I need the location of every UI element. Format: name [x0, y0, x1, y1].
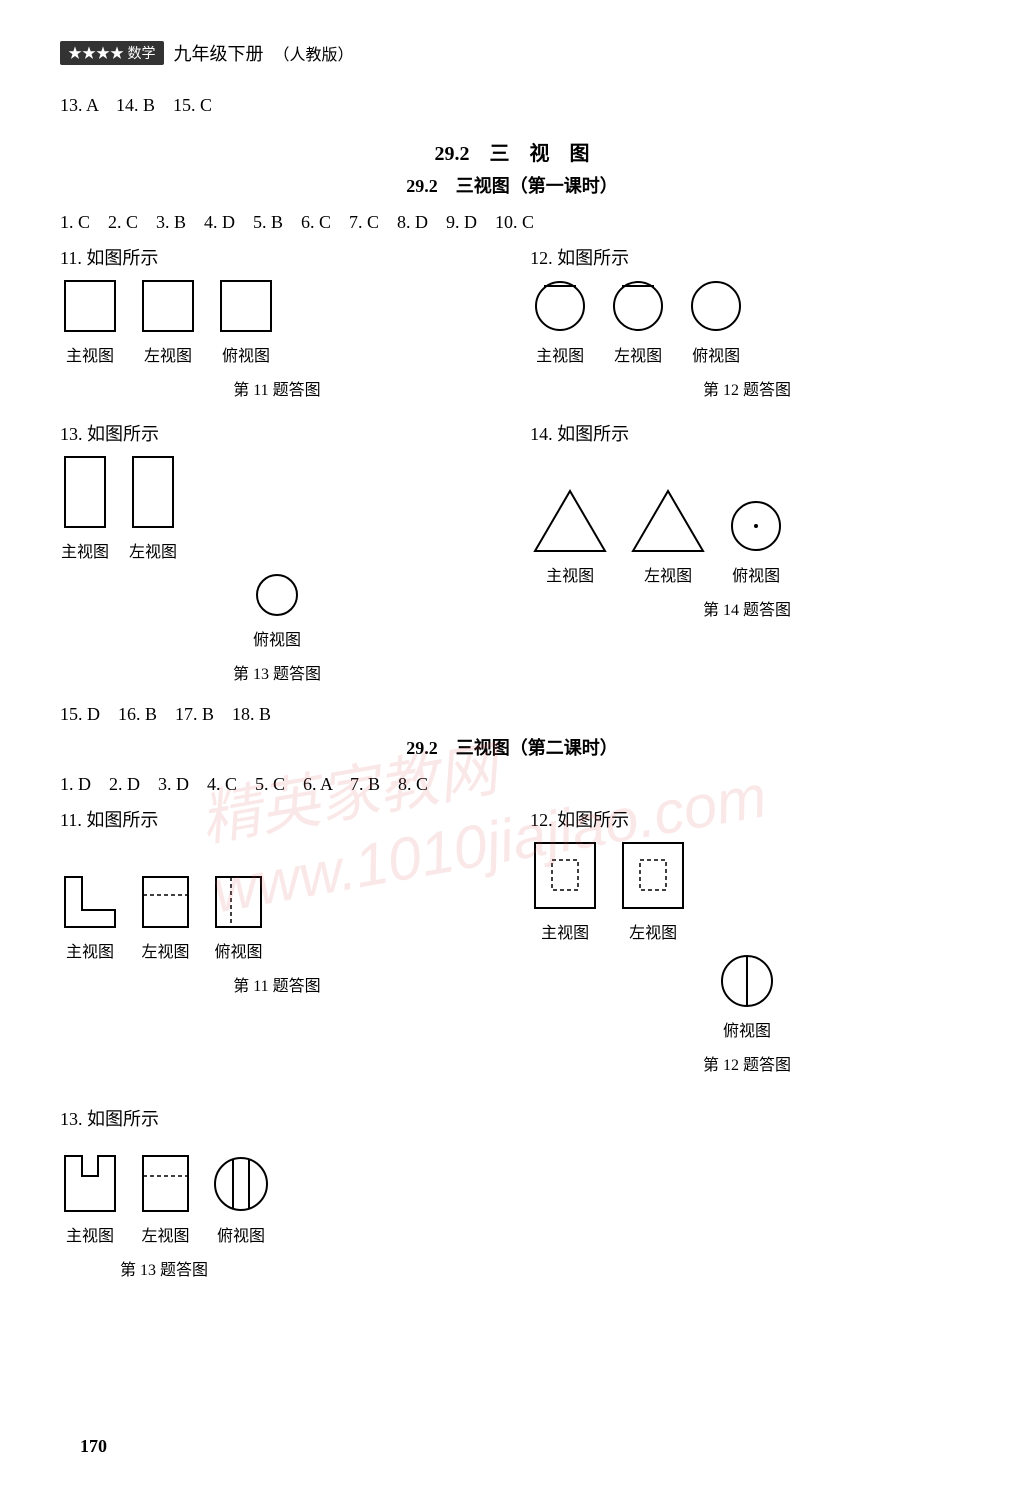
q12b-caption: 第 12 题答图 [530, 1051, 964, 1075]
view-label: 左视图 [141, 938, 189, 962]
q11-caption: 第 11 题答图 [60, 376, 494, 400]
q13b-caption: 第 13 题答图 [120, 1256, 964, 1280]
circle-icon [686, 276, 746, 336]
q13b-figure: 主视图 左视图 俯视图 第 13 题答图 [60, 1151, 964, 1280]
q14-label: 14. 如图所示 [530, 420, 964, 446]
circle-line-icon [530, 276, 590, 336]
q13-caption: 第 13 题答图 [60, 660, 494, 684]
q13-figure: 主视图 左视图 俯视图 第 13 题答图 [60, 452, 494, 684]
rect-icon [60, 452, 110, 532]
q13-label: 13. 如图所示 [60, 420, 494, 446]
view-label: 俯视图 [692, 342, 740, 366]
view-label: 左视图 [144, 342, 192, 366]
view-label: 左视图 [629, 919, 677, 943]
square-icon [216, 276, 276, 336]
u-shape-icon [60, 1151, 120, 1216]
answers-line-3: 1. D 2. D 3. D 4. C 5. C 6. A 7. B 8. C [60, 770, 964, 796]
edition-label: （人教版） [274, 41, 354, 65]
q11b-figure: 主视图 左视图 俯视图 第 11 题答图 [60, 872, 494, 996]
view-label: 主视图 [66, 342, 114, 366]
view-label: 左视图 [129, 538, 177, 562]
triangle-icon [530, 486, 610, 556]
circle-line-icon [608, 276, 668, 336]
answers-line-1: 1. C 2. C 3. B 4. D 5. B 6. C 7. C 8. D … [60, 208, 964, 234]
grade-title: 九年级下册 [174, 40, 264, 66]
q11-label: 11. 如图所示 [60, 244, 494, 270]
rect-inner-dashed-icon [618, 838, 688, 913]
top-answers-line: 13. A 14. B 15. C [60, 91, 964, 117]
square-icon [138, 276, 198, 336]
view-label: 左视图 [614, 342, 662, 366]
q11-figure: 主视图 左视图 俯视图 第 11 题答图 [60, 276, 494, 400]
l-shape-icon [60, 872, 120, 932]
view-label: 左视图 [141, 1222, 189, 1246]
view-label: 俯视图 [214, 938, 262, 962]
circle-icon [252, 570, 302, 620]
subject-badge: ★★★★ 数学 [60, 41, 164, 65]
section-subtitle-2: 29.2 三视图（第二课时） [60, 734, 964, 760]
q12-caption: 第 12 题答图 [530, 376, 964, 400]
q12b-label: 12. 如图所示 [530, 806, 964, 832]
rect-dashed-icon [138, 872, 193, 932]
answers-line-2: 15. D 16. B 17. B 18. B [60, 700, 964, 726]
section-title: 29.2 三 视 图 [60, 137, 964, 166]
view-label: 主视图 [536, 342, 584, 366]
rect-inner-dashed-icon [530, 838, 600, 913]
view-label: 主视图 [546, 562, 594, 586]
page-number: 170 [80, 1436, 107, 1457]
view-label: 俯视图 [732, 562, 780, 586]
page-header: ★★★★ 数学 九年级下册 （人教版） [60, 40, 964, 66]
rect-hdash-icon [138, 1151, 193, 1216]
q11b-caption: 第 11 题答图 [60, 972, 494, 996]
circle-2vline-icon [211, 1151, 271, 1216]
view-label: 左视图 [644, 562, 692, 586]
square-icon [60, 276, 120, 336]
section-subtitle-1: 29.2 三视图（第一课时） [60, 172, 964, 198]
circle-vline-icon [717, 951, 777, 1011]
q14-caption: 第 14 题答图 [530, 596, 964, 620]
view-label: 主视图 [61, 538, 109, 562]
view-label: 主视图 [66, 1222, 114, 1246]
view-label: 俯视图 [723, 1017, 771, 1041]
rect-dashed-icon [211, 872, 266, 932]
circle-dot-icon [726, 486, 786, 556]
q14-figure: 主视图 左视图 俯视图 第 14 题答图 [530, 486, 964, 620]
q11b-label: 11. 如图所示 [60, 806, 494, 832]
rect-icon [128, 452, 178, 532]
triangle-icon [628, 486, 708, 556]
q12b-figure: 主视图 左视图 俯视图 第 12 题答图 [530, 838, 964, 1075]
view-label: 俯视图 [222, 342, 270, 366]
view-label: 俯视图 [253, 626, 301, 650]
q13b-label: 13. 如图所示 [60, 1105, 964, 1131]
q12-label: 12. 如图所示 [530, 244, 964, 270]
q12-figure: 主视图 左视图 俯视图 第 12 题答图 [530, 276, 964, 400]
view-label: 主视图 [541, 919, 589, 943]
view-label: 俯视图 [217, 1222, 265, 1246]
view-label: 主视图 [66, 938, 114, 962]
